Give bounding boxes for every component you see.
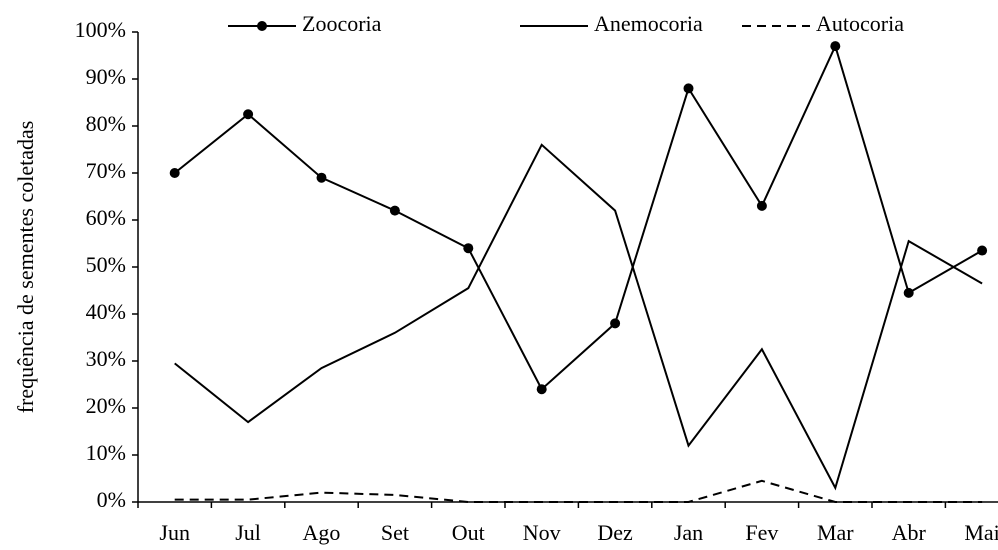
x-tick-label: Jun	[159, 520, 190, 545]
y-tick-label: 80%	[86, 111, 126, 136]
point	[903, 287, 914, 298]
x-tick-label: Set	[381, 520, 409, 545]
x-tick-label: Out	[452, 520, 485, 545]
x-tick-label: Jan	[674, 520, 703, 545]
series-line	[174, 43, 983, 391]
point	[463, 243, 474, 254]
legend-label: Zoocoria	[302, 11, 382, 36]
x-tick-label: Mar	[817, 520, 854, 545]
point	[683, 83, 694, 94]
x-tick-label: Mai	[964, 520, 998, 545]
point	[536, 384, 547, 395]
y-tick-label: 50%	[86, 252, 126, 277]
y-tick-label: 100%	[75, 17, 126, 42]
series-line	[174, 479, 983, 503]
point	[756, 200, 767, 211]
y-tick-label: 0%	[97, 487, 126, 512]
point	[389, 205, 400, 216]
y-tick-label: 90%	[86, 64, 126, 89]
x-tick-label: Abr	[892, 520, 927, 545]
point	[830, 41, 841, 52]
point	[610, 318, 621, 329]
x-tick-label: Nov	[523, 520, 561, 545]
y-tick-label: 30%	[86, 346, 126, 371]
y-tick-label: 70%	[86, 158, 126, 183]
x-tick-label: Dez	[597, 520, 633, 545]
series-line	[174, 143, 983, 491]
y-tick-label: 40%	[86, 299, 126, 324]
x-tick-label: Ago	[303, 520, 341, 545]
legend-label: Anemocoria	[594, 11, 703, 36]
y-tick-label: 10%	[86, 440, 126, 465]
point	[169, 168, 180, 178]
x-tick-label: Jul	[235, 520, 261, 545]
legend-marker	[257, 21, 267, 31]
y-tick-label: 60%	[86, 205, 126, 230]
y-axis-label: frequência de sementes coletadas	[13, 121, 38, 414]
point	[316, 172, 327, 183]
point	[977, 245, 988, 256]
y-tick-label: 20%	[86, 393, 126, 418]
point	[243, 109, 254, 120]
x-tick-label: Fev	[745, 520, 778, 545]
legend-label: Autocoria	[816, 11, 904, 36]
